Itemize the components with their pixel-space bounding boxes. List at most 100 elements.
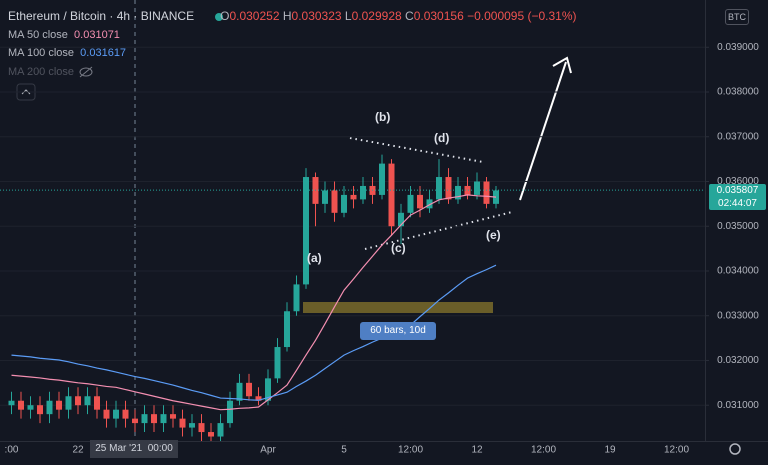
candle-body <box>464 185 471 195</box>
highlight-box <box>303 302 493 313</box>
ohlc-label: O <box>220 9 230 23</box>
candle-body <box>274 347 281 379</box>
x-tick-label: 12:00 <box>531 445 556 456</box>
exchange: BINANCE <box>140 9 195 23</box>
legend-item: MA 200 close <box>8 66 74 78</box>
candle-body <box>426 199 433 209</box>
candle-body <box>379 163 385 195</box>
arrow-head <box>552 56 572 74</box>
ohlc-value: 0.030156 <box>413 9 464 23</box>
symbol: Ethereum / Bitcoin <box>8 9 107 23</box>
candle-body <box>217 423 224 437</box>
y-tick-label: 0.033000 <box>717 310 759 321</box>
candle-body <box>75 396 81 406</box>
candle-body <box>208 432 214 437</box>
candle-body <box>227 400 233 424</box>
x-tick-label: 12:00 <box>664 445 689 456</box>
candle-body <box>255 396 262 401</box>
arrow-shaft <box>519 61 567 201</box>
legend-item: MA 50 close 0.031071 <box>8 29 120 41</box>
collapse-icon <box>21 89 31 95</box>
x-tick-label: 12 <box>471 445 483 456</box>
legend-item: MA 100 close 0.031617 <box>8 47 126 59</box>
candle-body <box>483 181 490 204</box>
wave-label: (b) <box>375 110 391 124</box>
candle-body <box>151 414 157 424</box>
candle-body <box>18 400 24 410</box>
candle-body <box>474 181 480 195</box>
candle-body <box>103 409 110 419</box>
candle-body <box>122 409 129 419</box>
x-tick-label: 22 <box>72 445 84 456</box>
eye-icon[interactable] <box>79 66 93 78</box>
candle-body <box>65 396 72 410</box>
y-tick-label: 0.035000 <box>717 221 759 232</box>
candle-body <box>170 414 176 419</box>
candle-body <box>189 423 195 428</box>
legend-name: MA 100 close <box>8 47 75 59</box>
legend-value: 0.031617 <box>80 47 127 59</box>
ohlc-label: H <box>282 9 292 23</box>
candle-body <box>84 396 91 406</box>
legend-name: MA 200 close <box>8 66 75 78</box>
change: −0.000095 (−0.31%) <box>467 9 577 23</box>
candle-body <box>303 177 309 285</box>
last-price-box: 0.035807 02:44:07 <box>709 184 766 211</box>
wave-label: (c) <box>391 241 406 255</box>
candle-body <box>132 418 138 424</box>
candle-body <box>113 409 119 419</box>
candle-body <box>293 284 300 312</box>
candle-body <box>445 177 452 200</box>
ohlc-value: 0.030323 <box>291 9 342 23</box>
candle-body <box>388 163 395 227</box>
y-tick-label: 0.036000 <box>717 176 759 187</box>
y-tick-label: 0.032000 <box>717 355 759 366</box>
candle-body <box>94 396 100 410</box>
candle-body <box>160 414 167 424</box>
ma-line <box>11 264 497 401</box>
y-tick-label: 0.038000 <box>717 87 759 98</box>
legend-name: MA 50 close <box>8 29 68 41</box>
candle-body <box>407 194 414 213</box>
candle-body <box>350 194 357 200</box>
candle-body <box>331 190 338 213</box>
candle-body <box>141 414 148 424</box>
trendline-upper <box>349 137 484 163</box>
x-tick-label: 5 <box>341 445 347 456</box>
settings-icon[interactable] <box>729 443 741 455</box>
candle-body <box>360 185 366 200</box>
candle-body <box>265 378 271 401</box>
candle-body <box>236 382 243 401</box>
candle-body <box>398 212 404 227</box>
wave-label: (a) <box>307 251 322 265</box>
candle-body <box>8 400 15 406</box>
x-tick-label: :00 <box>5 445 19 456</box>
y-tick-label: 0.039000 <box>717 42 759 53</box>
y-tick-label: 0.031000 <box>717 400 759 411</box>
header: Ethereum / Bitcoin · 4h · BINANCE O0.0302… <box>8 9 577 23</box>
wave-label: (d) <box>434 131 450 145</box>
ma-line <box>11 194 497 411</box>
candle-body <box>322 190 328 204</box>
crosshair-label: 25 Mar '21 00:00 <box>90 440 178 458</box>
ohlc-value: 0.029928 <box>351 9 402 23</box>
currency-badge[interactable]: BTC <box>725 9 749 25</box>
candle-body <box>436 177 442 200</box>
wave-label: (e) <box>486 228 501 242</box>
y-tick-label: 0.034000 <box>717 266 759 277</box>
candle-body <box>417 194 423 209</box>
x-tick-label: 12:00 <box>398 445 423 456</box>
candle-body <box>198 423 205 433</box>
interval: 4h <box>116 9 131 23</box>
y-tick-label: 0.037000 <box>717 131 759 142</box>
candle-body <box>246 382 252 397</box>
ohlc-label: L <box>344 9 352 23</box>
last-price: 0.035807 <box>716 185 759 197</box>
candle-body <box>179 418 186 428</box>
candle-body <box>37 405 43 415</box>
candle-body <box>341 194 347 213</box>
candle-body <box>284 311 290 348</box>
